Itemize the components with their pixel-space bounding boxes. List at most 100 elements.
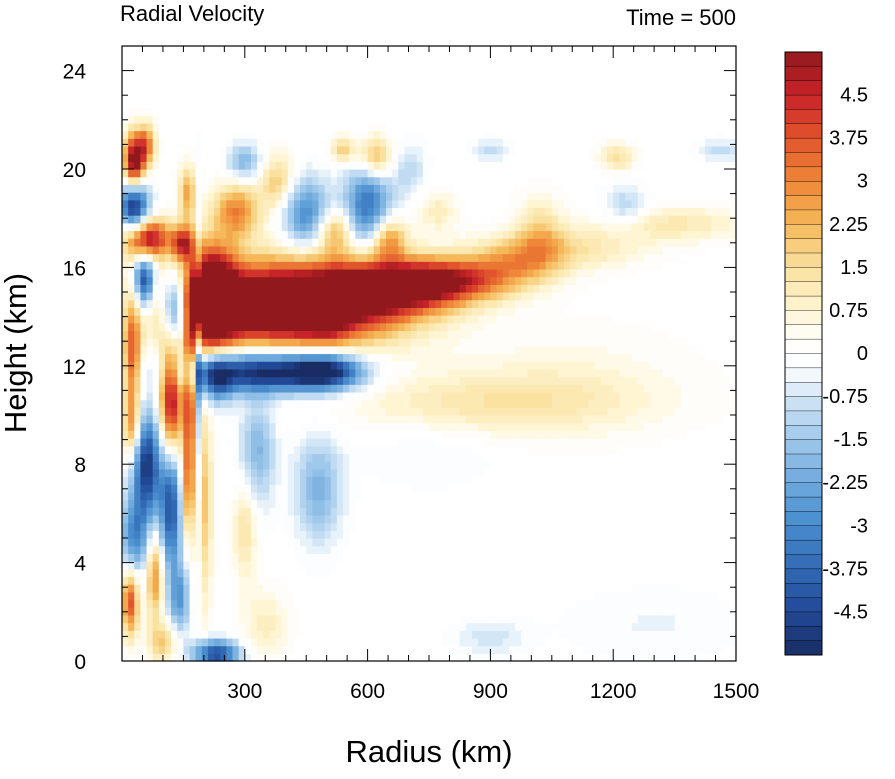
heatmap-cell	[336, 76, 344, 86]
heatmap-cell	[496, 261, 504, 270]
heatmap-cell	[478, 307, 485, 316]
heatmap-cell	[293, 230, 301, 239]
heatmap-cell	[361, 430, 369, 439]
heatmap-cell	[484, 614, 491, 624]
heatmap-cell	[164, 92, 172, 101]
heatmap-cell	[349, 145, 356, 155]
heatmap-cell	[459, 107, 467, 116]
heatmap-cell	[471, 445, 479, 455]
heatmap-cell	[189, 338, 197, 347]
heatmap-cell	[429, 622, 436, 631]
heatmap-cell	[287, 591, 295, 601]
heatmap-cell	[146, 61, 154, 70]
heatmap-cell	[287, 330, 295, 339]
heatmap-cell	[416, 553, 424, 562]
heatmap-cell	[429, 284, 436, 293]
heatmap-cell	[484, 484, 491, 493]
heatmap-cell	[459, 115, 467, 124]
heatmap-cell	[361, 484, 369, 493]
heatmap-cell	[478, 645, 485, 654]
heatmap-cell	[318, 445, 326, 455]
heatmap-cell	[343, 553, 350, 562]
heatmap-cell	[158, 507, 166, 516]
heatmap-cell	[257, 222, 264, 232]
heatmap-cell	[238, 122, 246, 132]
heatmap-cell	[441, 407, 449, 416]
heatmap-cell	[398, 284, 406, 293]
heatmap-cell	[373, 445, 381, 455]
heatmap-cell	[300, 514, 307, 524]
heatmap-cell	[312, 476, 320, 485]
heatmap-cell	[318, 61, 326, 70]
heatmap-cell	[250, 315, 258, 324]
heatmap-cell	[263, 422, 270, 431]
heatmap-cell	[392, 376, 399, 385]
heatmap-cell	[244, 645, 252, 654]
heatmap-cell	[484, 637, 491, 647]
heatmap-cell	[484, 553, 491, 562]
heatmap-cell	[257, 46, 264, 55]
heatmap-cell	[441, 491, 449, 501]
heatmap-cell	[250, 268, 258, 278]
heatmap-cell	[441, 276, 449, 285]
heatmap-cell	[330, 338, 338, 347]
heatmap-cell	[312, 407, 320, 416]
heatmap-cell	[318, 292, 326, 301]
heatmap-cell	[134, 115, 142, 124]
heatmap-cell	[244, 245, 252, 255]
heatmap-cell	[232, 130, 240, 139]
heatmap-cell	[312, 538, 320, 547]
heatmap-cell	[244, 176, 252, 185]
heatmap-cell	[312, 361, 320, 370]
heatmap-cell	[465, 468, 473, 478]
heatmap-cell	[269, 461, 277, 470]
heatmap-cell	[386, 438, 393, 447]
heatmap-cell	[312, 507, 320, 516]
heatmap-cell	[465, 199, 473, 209]
heatmap-cell	[349, 92, 356, 101]
heatmap-cell	[226, 637, 234, 647]
heatmap-cell	[293, 476, 301, 485]
heatmap-cell	[140, 176, 148, 185]
heatmap-cell	[478, 476, 485, 485]
heatmap-cell	[238, 276, 246, 285]
heatmap-cell	[490, 92, 498, 101]
heatmap-cell	[465, 484, 473, 493]
heatmap-cell	[263, 46, 270, 55]
heatmap-cell	[386, 568, 393, 578]
heatmap-cell	[226, 76, 234, 86]
heatmap-cell	[300, 476, 307, 485]
heatmap-cell	[134, 430, 142, 439]
heatmap-cell	[189, 307, 197, 316]
heatmap-cell	[330, 445, 338, 455]
heatmap-cell	[318, 637, 326, 647]
heatmap-cell	[386, 145, 393, 155]
heatmap-cell	[250, 430, 258, 439]
heatmap-cell	[404, 584, 412, 593]
heatmap-cell	[435, 438, 442, 447]
heatmap-cell	[502, 430, 510, 439]
heatmap-cell	[232, 46, 240, 55]
heatmap-cell	[490, 99, 498, 109]
heatmap-cell	[398, 607, 406, 616]
heatmap-cell	[453, 215, 461, 224]
heatmap-cell	[177, 599, 184, 608]
heatmap-cell	[392, 268, 399, 278]
heatmap-cell	[459, 338, 467, 347]
heatmap-cell	[355, 145, 363, 155]
heatmap-cell	[379, 399, 387, 408]
heatmap-cell	[361, 207, 369, 216]
heatmap-cell	[275, 622, 283, 631]
heatmap-cell	[471, 599, 479, 608]
heatmap-cell	[275, 69, 283, 78]
heatmap-cell	[183, 268, 191, 278]
heatmap-cell	[207, 491, 215, 501]
heatmap-cell	[392, 230, 399, 239]
heatmap-cell	[183, 338, 191, 347]
heatmap-cell	[465, 514, 473, 524]
heatmap-cell	[465, 622, 473, 631]
heatmap-cell	[490, 268, 498, 278]
heatmap-cell	[336, 84, 344, 93]
heatmap-cell	[128, 599, 135, 608]
heatmap-cell	[459, 445, 467, 455]
